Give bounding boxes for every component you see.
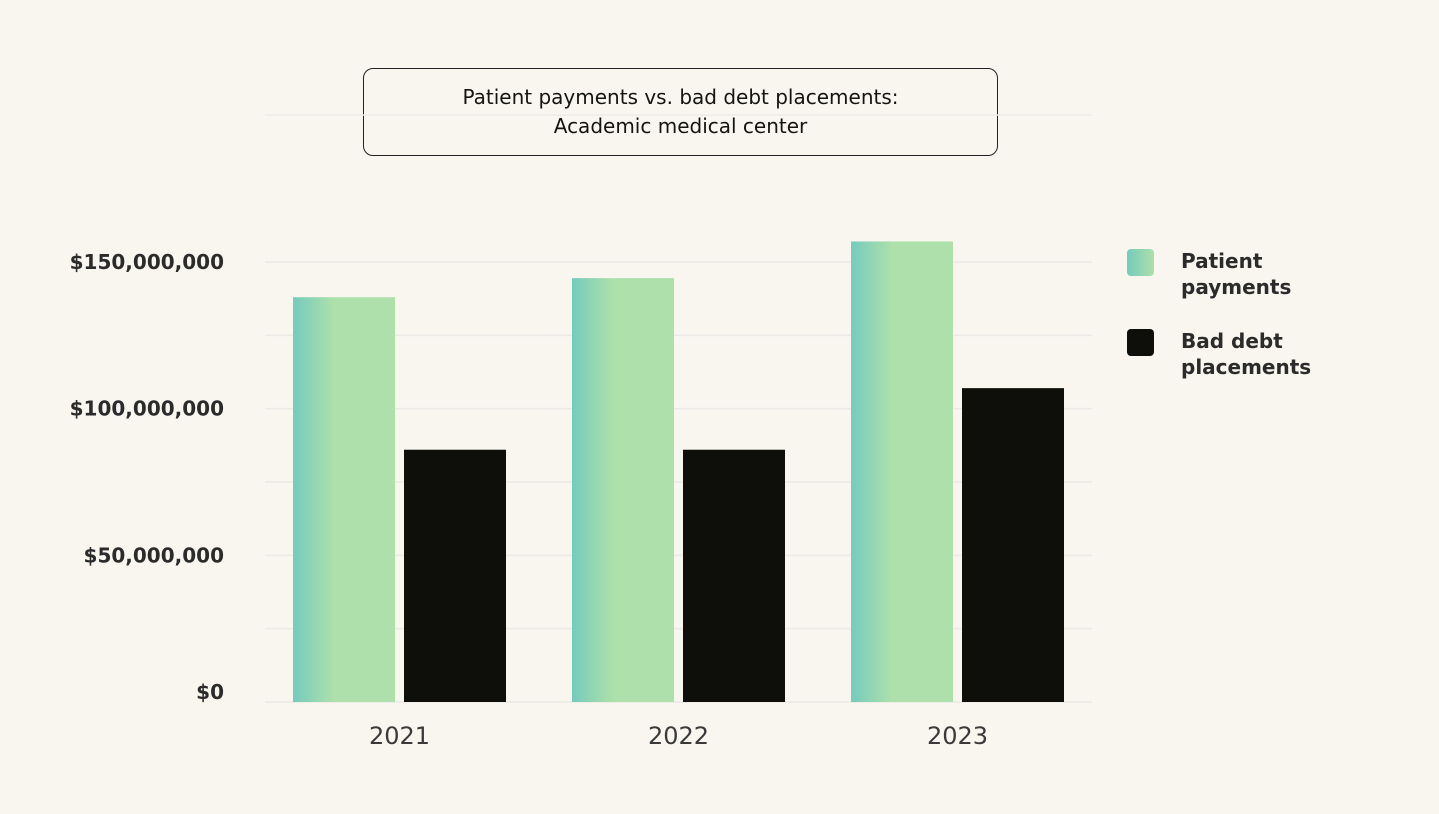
bar-patient-payments-2021: [293, 297, 395, 702]
x-tick-label: 2021: [369, 722, 430, 750]
bar-patient-payments-2022: [572, 278, 674, 702]
bars: [293, 241, 1064, 702]
x-tick-label: 2023: [927, 722, 988, 750]
legend-swatch-patient-payments: [1127, 249, 1154, 276]
bar-bad-debt-placements-2022: [683, 449, 785, 702]
legend-item-bad-debt-placements: Bad debt placements: [1127, 328, 1387, 380]
bar-bad-debt-placements-2023: [962, 388, 1064, 702]
x-tick-label: 2022: [648, 722, 709, 750]
y-tick-label: $150,000,000: [70, 250, 224, 274]
chart-title-line-1: Patient payments vs. bad debt placements…: [462, 85, 899, 109]
grid-lines: [265, 114, 1092, 703]
legend-label-patient-payments: Patient payments: [1181, 249, 1292, 299]
chart-legend: Patient payments Bad debt placements: [1127, 248, 1387, 408]
y-axis-ticks: $0 $50,000,000 $100,000,000 $150,000,000: [70, 250, 224, 704]
y-tick-label: $50,000,000: [84, 543, 224, 567]
chart-title-line-2: Academic medical center: [553, 114, 808, 138]
y-tick-label: $100,000,000: [70, 397, 224, 421]
x-axis-ticks: 2021 2022 2023: [369, 722, 988, 750]
chart-title-box: Patient payments vs. bad debt placements…: [363, 68, 998, 156]
y-tick-label: $0: [196, 680, 224, 704]
legend-swatch-bad-debt-placements: [1127, 329, 1154, 356]
bar-bad-debt-placements-2021: [404, 449, 506, 702]
legend-label-bad-debt-placements: Bad debt placements: [1181, 329, 1312, 379]
bar-patient-payments-2023: [851, 241, 953, 702]
legend-item-patient-payments: Patient payments: [1127, 248, 1387, 300]
